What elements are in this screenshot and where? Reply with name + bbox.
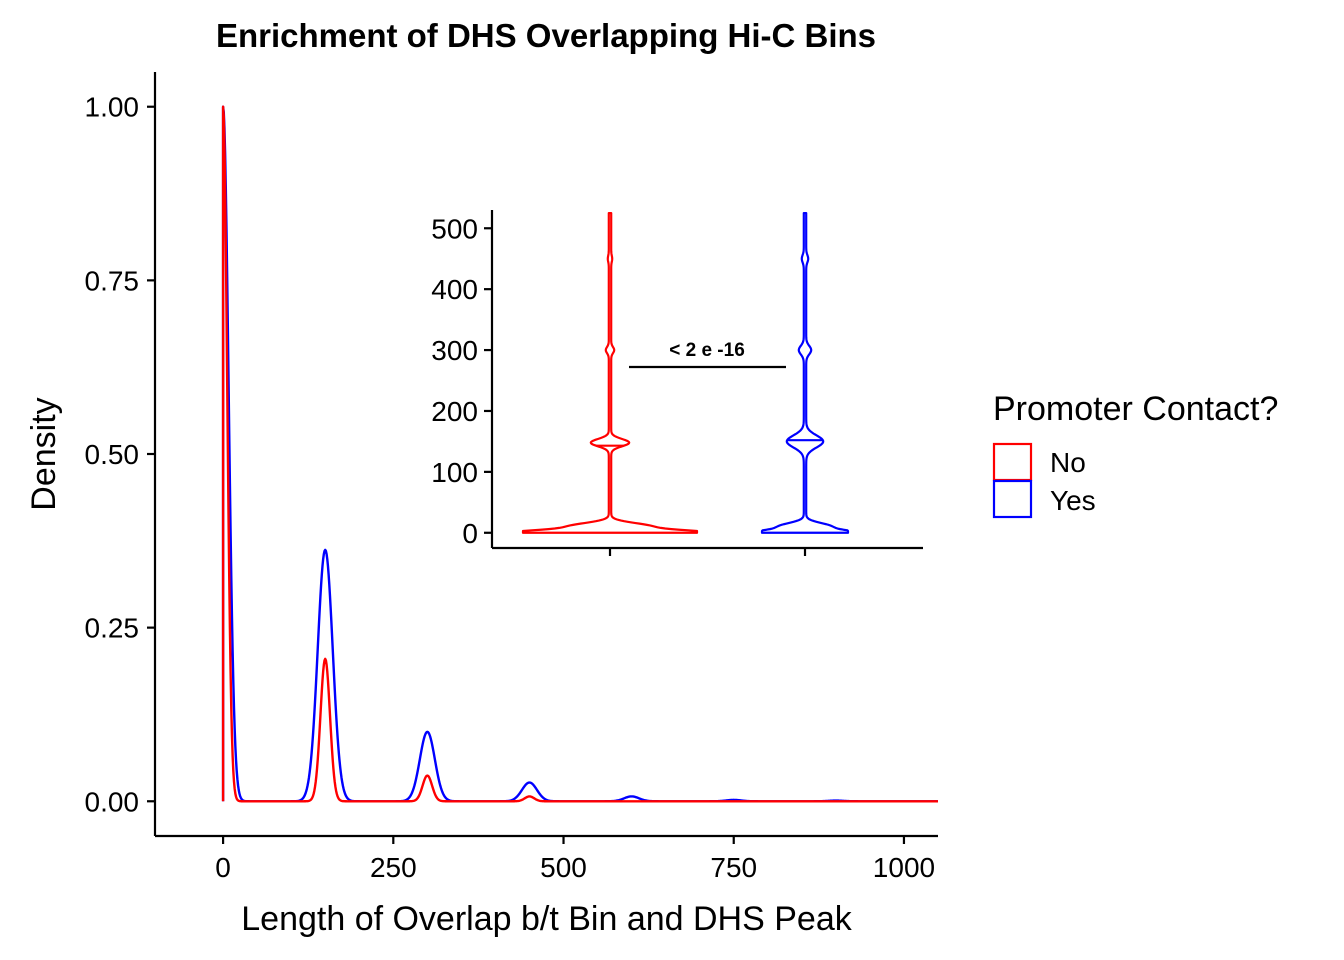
- violin-no: [521, 211, 699, 534]
- main-y-tick-label: 0.50: [85, 439, 140, 470]
- legend-key-yes: [992, 479, 1033, 519]
- inset-y-tick-label: 0: [462, 518, 478, 549]
- main-x-tick-label: 500: [540, 852, 587, 883]
- inset-y-tick-label: 200: [431, 396, 478, 427]
- legend: Promoter Contact? No Yes: [992, 390, 1278, 519]
- main-plot: 0.000.250.500.751.000 250 500 750 1000Length…: [25, 72, 939, 938]
- inset-background: [492, 210, 923, 548]
- inset-y-tick-label: 400: [431, 274, 478, 305]
- inset-plot: 0 100 200 300 400 500 < 2 e -16: [431, 210, 923, 556]
- main-x-tick-label: 0: [215, 852, 231, 883]
- violin-yes: [760, 211, 850, 534]
- main-y-tick-label: 0.25: [85, 613, 140, 644]
- inset-y-tick-label: 500: [431, 213, 478, 244]
- main-x-tick-label: 1000: [873, 852, 935, 883]
- density-line-no: [221, 105, 939, 803]
- main-y-tick-label: 0.75: [85, 265, 140, 296]
- main-y-axis-label: Density: [25, 397, 63, 510]
- legend-label-yes: Yes: [1050, 485, 1096, 516]
- main-x-axis-label: Length of Overlap b/t Bin and DHS Peak: [241, 900, 852, 938]
- chart-title: Enrichment of DHS Overlapping Hi-C Bins: [216, 17, 876, 54]
- inset-y-tick-label: 100: [431, 457, 478, 488]
- legend-label-no: No: [1050, 447, 1086, 478]
- legend-title: Promoter Contact?: [993, 390, 1278, 428]
- main-x-tick-label: 750: [710, 852, 757, 883]
- significance-annotation: < 2 e -16: [669, 340, 745, 361]
- main-y-tick-label: 0.00: [85, 786, 140, 817]
- main-x-tick-label: 250: [370, 852, 417, 883]
- main-y-tick-label: 1.00: [85, 92, 140, 123]
- inset-y-tick-label: 300: [431, 335, 478, 366]
